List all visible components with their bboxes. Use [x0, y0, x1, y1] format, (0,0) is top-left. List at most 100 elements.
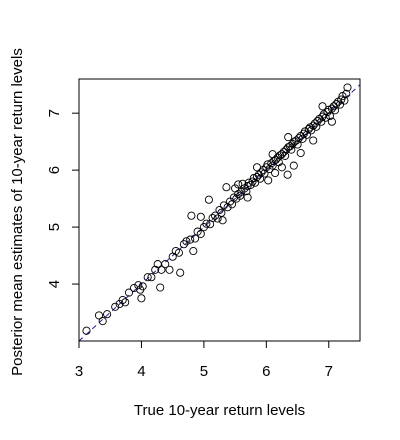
data-points [78, 83, 361, 342]
data-point [222, 183, 231, 192]
data-point [213, 214, 222, 223]
x-tick-label: 3 [75, 363, 83, 380]
x-tick-label: 6 [262, 363, 270, 380]
data-point [191, 234, 200, 243]
data-point [271, 168, 280, 178]
data-point [264, 176, 273, 185]
data-point [283, 170, 292, 179]
data-point [219, 201, 228, 210]
data-point [292, 136, 301, 145]
plot-frame [78, 78, 361, 342]
data-point [330, 106, 340, 115]
data-point [257, 168, 266, 177]
data-point [302, 130, 311, 139]
data-point [298, 134, 307, 143]
data-point [204, 195, 213, 204]
data-point [243, 193, 252, 202]
data-point [94, 311, 104, 320]
data-point [251, 178, 260, 187]
y-tick-label: 7 [46, 109, 63, 117]
data-point [268, 150, 277, 159]
data-point [157, 265, 166, 274]
data-point [286, 142, 295, 151]
data-point [156, 283, 165, 292]
data-point [223, 203, 232, 212]
data-point [218, 216, 227, 225]
data-point [284, 133, 293, 142]
data-point [165, 265, 174, 274]
data-point [161, 260, 170, 269]
data-point [313, 117, 322, 126]
data-point [242, 187, 251, 196]
data-point [325, 111, 335, 121]
data-point [138, 282, 147, 291]
data-point [244, 178, 253, 187]
data-point [98, 317, 107, 326]
data-point [252, 163, 262, 172]
data-point [238, 179, 247, 188]
data-point [186, 235, 195, 244]
data-point [129, 283, 139, 293]
data-point [281, 151, 290, 160]
data-point [310, 119, 320, 128]
y-tick-label: 6 [46, 166, 63, 174]
data-point [174, 248, 183, 257]
data-point [103, 310, 112, 319]
data-point [236, 191, 245, 200]
data-point [196, 229, 205, 238]
data-point [202, 219, 211, 228]
y-tick-label: 4 [46, 280, 63, 288]
data-point [312, 122, 321, 131]
data-point [277, 163, 286, 172]
data-point [187, 211, 196, 220]
data-point [182, 237, 191, 246]
x-axis-title: True 10-year return levels [134, 402, 305, 419]
data-point [335, 100, 345, 109]
data-point [287, 145, 296, 154]
data-point [256, 174, 265, 183]
x-tick-label: 5 [200, 363, 208, 380]
data-point [294, 134, 303, 143]
data-point [137, 294, 146, 303]
data-point [151, 265, 160, 274]
x-tick-label: 7 [325, 363, 333, 380]
data-point [293, 140, 302, 149]
data-point [217, 208, 226, 217]
data-point [121, 298, 130, 307]
data-point [179, 240, 188, 249]
y-axis-title: Posterior mean estimates of 10-year retu… [9, 48, 26, 376]
axis-ticks: 3 4 5 6 7 4 5 6 7 [46, 109, 333, 380]
data-point [327, 117, 336, 126]
data-point [208, 213, 217, 223]
data-point [263, 160, 272, 169]
data-point [143, 273, 152, 282]
data-point [176, 268, 185, 277]
data-point [296, 148, 305, 158]
data-point [189, 246, 198, 256]
x-tick-label: 4 [137, 363, 145, 380]
data-point [111, 302, 120, 311]
data-point [196, 212, 205, 221]
data-point [147, 273, 156, 282]
data-point [317, 117, 326, 126]
data-point [134, 281, 143, 290]
data-point [332, 100, 341, 109]
data-point [342, 89, 351, 98]
data-point [321, 113, 330, 122]
data-point [329, 102, 338, 111]
data-point [234, 180, 243, 189]
data-point [254, 170, 263, 179]
data-point [289, 161, 298, 170]
data-point [260, 169, 269, 178]
data-point [118, 295, 127, 305]
data-point [215, 205, 224, 215]
data-point [318, 102, 327, 111]
y-tick-label: 5 [46, 223, 63, 231]
data-point [82, 326, 91, 335]
data-point [309, 136, 318, 145]
data-point [343, 83, 352, 92]
data-point [124, 288, 134, 297]
data-point [279, 147, 288, 156]
